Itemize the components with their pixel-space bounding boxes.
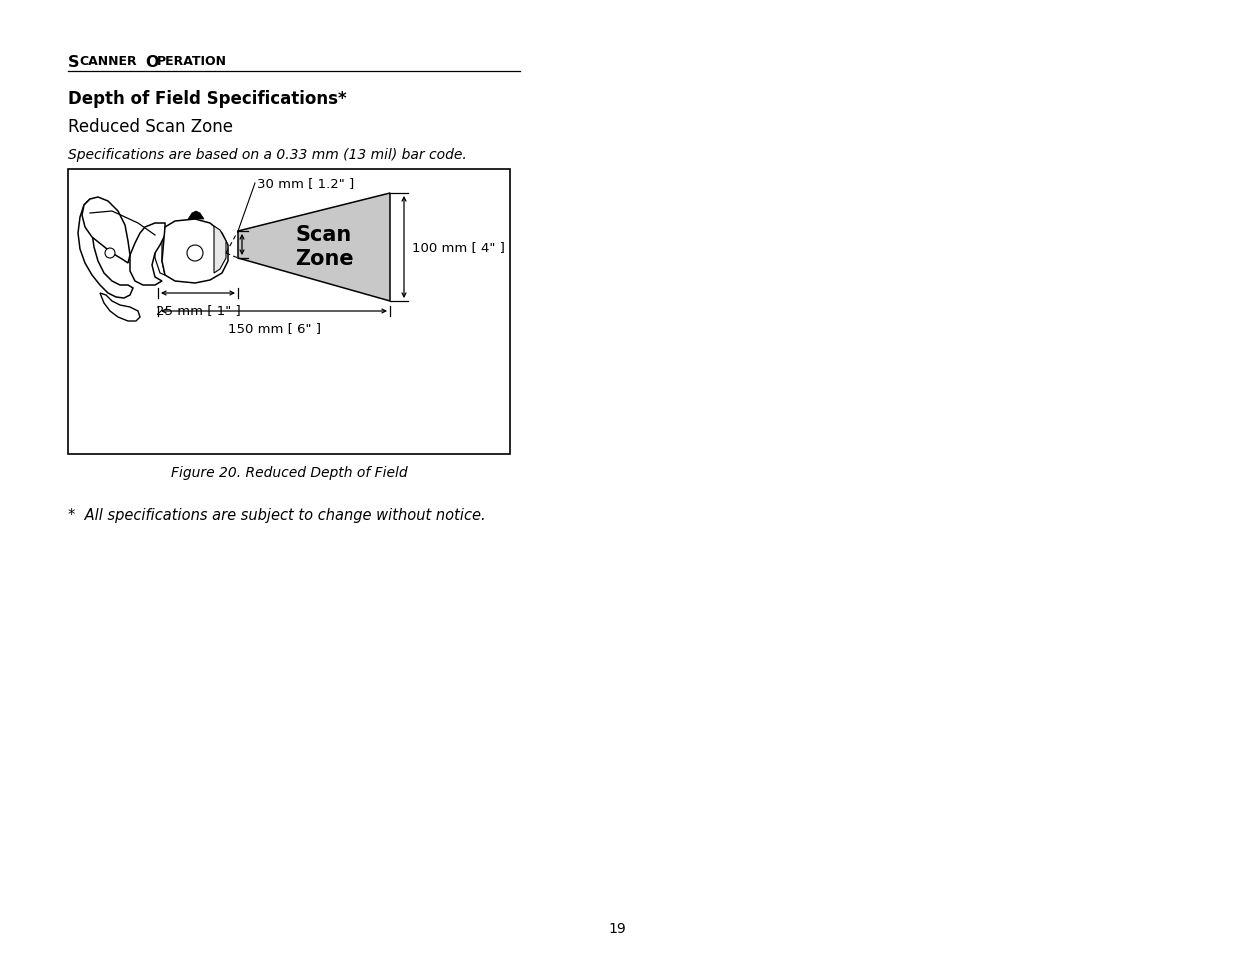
Polygon shape bbox=[82, 198, 130, 264]
Text: 19: 19 bbox=[608, 921, 626, 935]
Text: Zone: Zone bbox=[295, 249, 353, 269]
Text: Specifications are based on a 0.33 mm (13 mil) bar code.: Specifications are based on a 0.33 mm (1… bbox=[68, 148, 467, 162]
Text: 150 mm [ 6" ]: 150 mm [ 6" ] bbox=[227, 322, 321, 335]
Text: CANNER: CANNER bbox=[79, 55, 137, 68]
Text: *  All specifications are subject to change without notice.: * All specifications are subject to chan… bbox=[68, 507, 485, 522]
Text: Figure 20. Reduced Depth of Field: Figure 20. Reduced Depth of Field bbox=[170, 465, 408, 479]
Polygon shape bbox=[100, 294, 140, 322]
Polygon shape bbox=[78, 200, 133, 298]
Bar bbox=[68, 170, 510, 455]
Text: 100 mm [ 4" ]: 100 mm [ 4" ] bbox=[412, 241, 505, 254]
Polygon shape bbox=[130, 224, 165, 286]
Circle shape bbox=[186, 246, 203, 262]
Circle shape bbox=[105, 249, 115, 258]
Polygon shape bbox=[214, 227, 226, 274]
Polygon shape bbox=[238, 193, 390, 302]
Text: O: O bbox=[144, 55, 158, 70]
Text: Reduced Scan Zone: Reduced Scan Zone bbox=[68, 118, 233, 136]
Text: Scan: Scan bbox=[296, 225, 352, 245]
Polygon shape bbox=[188, 212, 204, 220]
Text: PERATION: PERATION bbox=[157, 55, 227, 68]
Polygon shape bbox=[156, 228, 165, 275]
Text: 30 mm [ 1.2" ]: 30 mm [ 1.2" ] bbox=[257, 177, 354, 191]
Polygon shape bbox=[162, 220, 228, 284]
Text: S: S bbox=[68, 55, 79, 70]
Text: Depth of Field Specifications*: Depth of Field Specifications* bbox=[68, 90, 347, 108]
Text: 25 mm [ 1" ]: 25 mm [ 1" ] bbox=[156, 304, 241, 316]
